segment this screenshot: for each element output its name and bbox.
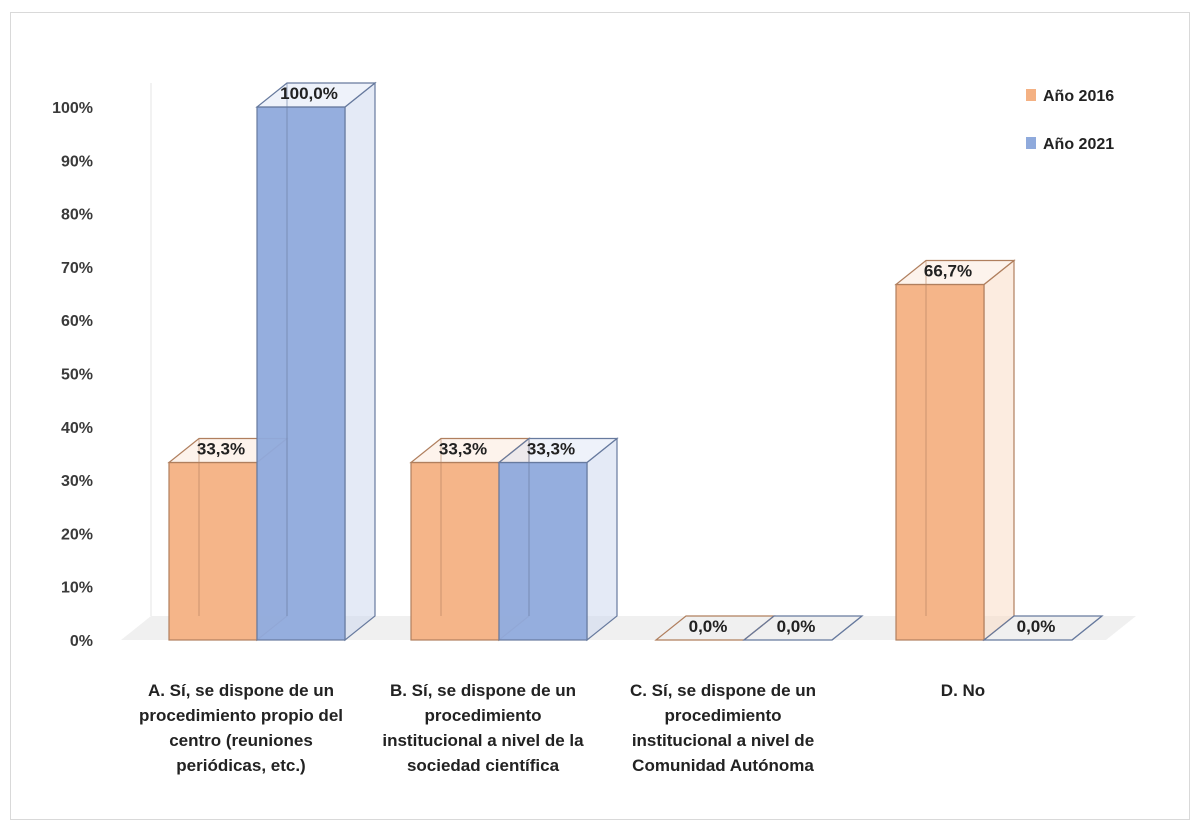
y-tick-label: 60% [61,313,93,330]
bar-side [344,81,376,642]
data-label: 33,3% [439,440,487,459]
y-tick-label: 70% [61,260,93,277]
data-label: 33,3% [197,440,245,459]
legend-label: Año 2021 [1043,136,1114,153]
data-label: 66,7% [924,261,972,280]
data-label: 0,0% [689,617,728,636]
legend-swatch [1026,89,1036,101]
category-label-c: C. Sí, se dispone de un procedimiento in… [629,681,817,775]
bar [168,461,258,641]
y-tick-label: 80% [61,207,93,224]
category-label-d: D. No [940,681,986,700]
bar [256,106,346,641]
bar [895,283,985,641]
bar-top [982,615,1104,641]
y-tick-label: 90% [61,153,93,170]
chart-floor [121,616,1136,640]
y-tick-label: 0% [70,633,93,650]
y-tick-label: 20% [61,526,93,543]
y-tick-label: 30% [61,473,93,490]
bar-side [983,259,1015,642]
data-label: 33,3% [527,440,575,459]
bar [410,461,500,641]
data-label: 100,0% [280,84,338,103]
y-tick-label: 50% [61,367,93,384]
bar-top [742,615,864,641]
chart-plot: 0% 10% 20% 30% 40% 50% 60% 70% 80% 90% 100% 33,3% 33… [52,81,1136,650]
bar [498,461,588,641]
bar-side [586,437,618,642]
category-label-b: B. Sí, se dispone de un procedimiento in… [382,681,584,775]
chart-frame: 0% 10% 20% 30% 40% 50% 60% 70% 80% 90% 100% 33,3% 33… [10,12,1190,820]
data-label: 0,0% [1017,617,1056,636]
y-tick-label: 40% [61,420,93,437]
legend-swatch [1026,137,1036,149]
data-label: 0,0% [777,617,816,636]
y-tick-label: 100% [52,100,93,117]
legend-label: Año 2016 [1043,88,1114,105]
category-label-a: A. Sí, se dispone de un procedimiento pr… [138,681,343,775]
y-tick-label: 10% [61,580,93,597]
